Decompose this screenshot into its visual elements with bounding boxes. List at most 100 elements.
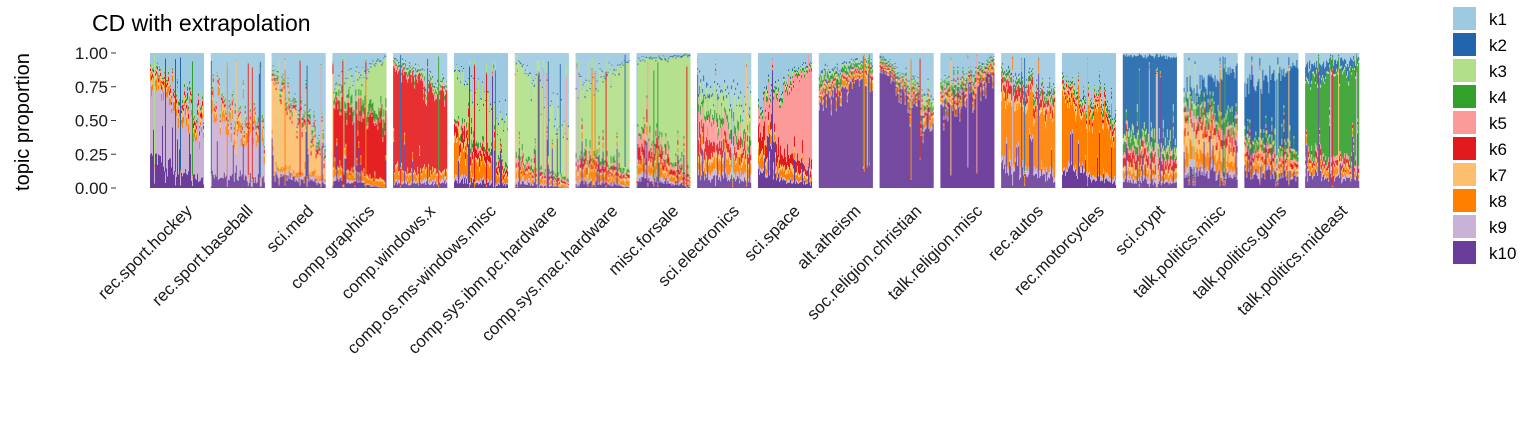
topic-segment <box>223 99 225 103</box>
topic-segment <box>290 111 292 173</box>
topic-segment <box>676 175 678 179</box>
topic-segment <box>586 167 588 175</box>
topic-segment <box>254 112 256 115</box>
topic-segment <box>306 65 308 177</box>
topic-segment <box>699 144 701 152</box>
topic-segment <box>337 166 339 170</box>
topic-segment <box>468 106 470 109</box>
topic-segment <box>214 112 216 118</box>
topic-segment <box>444 169 446 173</box>
topic-segment <box>257 125 259 130</box>
topic-segment <box>672 175 674 179</box>
topic-segment <box>285 98 287 100</box>
topic-segment <box>290 179 292 188</box>
topic-segment <box>436 182 438 185</box>
topic-segment <box>408 68 410 70</box>
topic-segment <box>404 132 406 136</box>
topic-segment <box>637 53 639 64</box>
topic-segment <box>341 170 343 179</box>
topic-segment <box>607 183 609 185</box>
topic-segment <box>655 136 657 145</box>
topic-segment <box>256 53 258 121</box>
topic-segment <box>223 114 225 122</box>
topic-segment <box>400 53 402 55</box>
topic-segment <box>287 82 289 85</box>
topic-segment <box>183 106 185 109</box>
topic-segment <box>682 172 684 175</box>
topic-segment <box>546 80 548 127</box>
topic-segment <box>712 157 714 163</box>
topic-segment <box>551 139 553 142</box>
topic-segment <box>651 58 653 60</box>
topic-segment <box>582 161 584 164</box>
topic-segment <box>293 53 295 98</box>
topic-segment <box>595 172 597 178</box>
topic-segment <box>393 130 395 140</box>
topic-segment <box>357 79 359 81</box>
topic-segment <box>490 53 492 104</box>
topic-segment <box>379 187 381 188</box>
topic-segment <box>684 53 686 55</box>
topic-segment <box>498 159 500 162</box>
topic-segment <box>320 180 322 187</box>
topic-segment <box>707 94 709 98</box>
topic-segment <box>538 53 540 62</box>
topic-segment <box>373 64 375 110</box>
topic-segment <box>256 123 258 126</box>
topic-segment <box>423 166 425 171</box>
topic-segment <box>676 55 678 57</box>
topic-segment <box>188 53 190 105</box>
topic-segment <box>151 86 153 97</box>
topic-segment <box>420 182 422 188</box>
topic-segment <box>188 104 190 107</box>
topic-segment <box>181 123 183 173</box>
topic-segment <box>277 81 279 84</box>
topic-segment <box>440 181 442 184</box>
topic-segment <box>594 73 596 75</box>
topic-segment <box>363 77 365 104</box>
topic-segment <box>340 174 342 178</box>
topic-segment <box>401 67 403 73</box>
topic-segment <box>167 53 169 79</box>
topic-segment <box>686 66 688 67</box>
topic-segment <box>538 61 540 73</box>
topic-segment <box>559 53 561 65</box>
topic-segment <box>628 174 630 178</box>
topic-segment <box>274 177 276 182</box>
topic-segment <box>485 154 487 157</box>
topic-segment <box>259 181 261 187</box>
topic-segment <box>361 86 363 106</box>
topic-segment <box>484 146 486 152</box>
topic-segment <box>493 53 495 60</box>
topic-segment <box>164 53 166 71</box>
topic-segment <box>371 181 373 187</box>
topic-segment <box>153 75 155 80</box>
topic-segment <box>476 141 478 147</box>
topic-segment <box>444 100 446 107</box>
topic-segment <box>440 183 442 188</box>
topic-segment <box>243 147 245 181</box>
topic-segment <box>434 172 436 180</box>
topic-segment <box>231 174 233 188</box>
topic-segment <box>229 103 231 106</box>
topic-segment <box>478 184 480 188</box>
topic-segment <box>615 175 617 178</box>
topic-segment <box>378 59 380 61</box>
topic-segment <box>165 58 167 173</box>
topic-segment <box>703 123 705 144</box>
topic-segment <box>663 180 665 184</box>
topic-segment <box>316 178 318 183</box>
topic-segment <box>506 175 508 183</box>
topic-segment <box>540 172 542 176</box>
topic-segment <box>698 96 700 105</box>
topic-segment <box>414 81 416 85</box>
topic-segment <box>551 148 553 188</box>
topic-segment <box>656 58 658 124</box>
topic-segment <box>420 168 422 173</box>
topic-segment <box>560 176 562 180</box>
topic-segment <box>405 66 407 73</box>
topic-segment <box>322 143 324 149</box>
topic-segment <box>602 142 604 149</box>
topic-segment <box>274 69 276 71</box>
topic-segment <box>470 90 472 91</box>
